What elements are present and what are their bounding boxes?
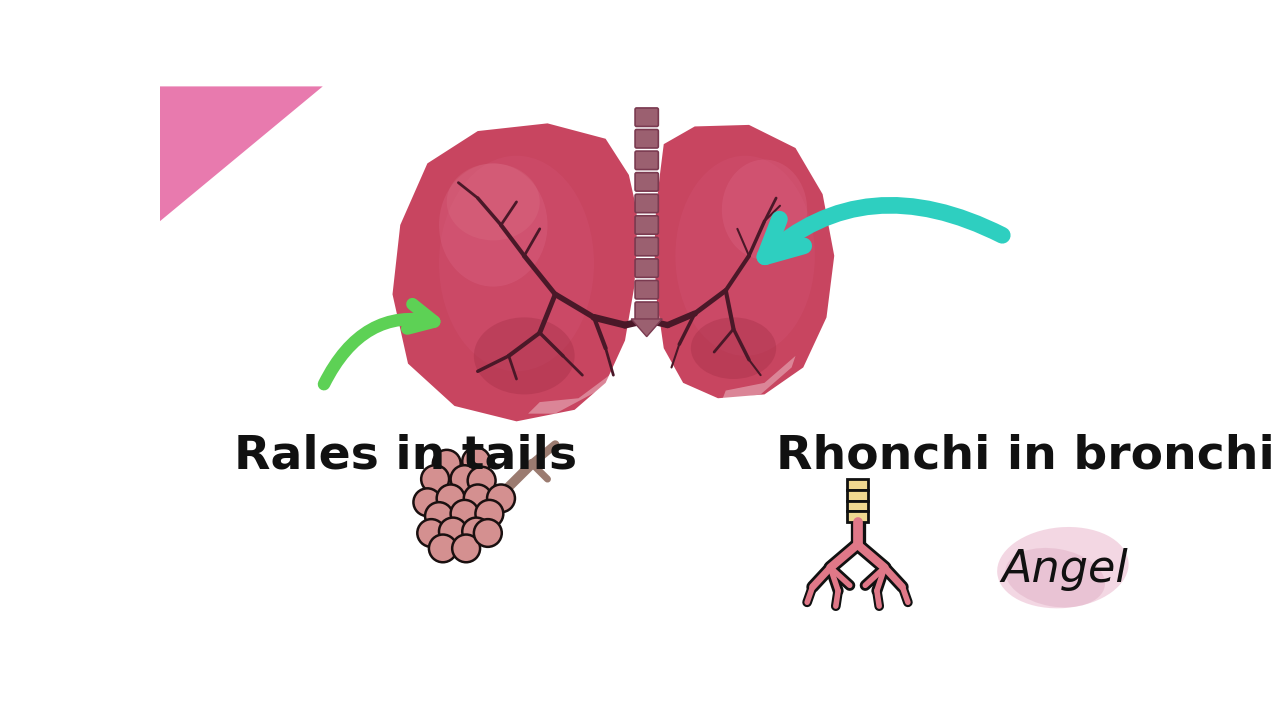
Ellipse shape [439, 156, 594, 372]
Ellipse shape [1005, 548, 1105, 608]
Polygon shape [631, 319, 662, 337]
Circle shape [421, 465, 449, 493]
Circle shape [429, 534, 457, 562]
Circle shape [463, 485, 492, 512]
Ellipse shape [722, 160, 808, 260]
Bar [847, 500, 868, 511]
Circle shape [474, 519, 502, 547]
Bar [847, 490, 868, 500]
Ellipse shape [474, 318, 575, 395]
Circle shape [439, 518, 467, 545]
Circle shape [475, 500, 503, 528]
Circle shape [462, 518, 490, 545]
FancyBboxPatch shape [635, 238, 658, 256]
Bar [847, 511, 868, 522]
Polygon shape [529, 375, 609, 414]
Circle shape [436, 485, 465, 512]
FancyBboxPatch shape [635, 151, 658, 169]
Polygon shape [654, 125, 835, 398]
Ellipse shape [439, 163, 548, 287]
FancyBboxPatch shape [635, 280, 658, 299]
Circle shape [451, 465, 479, 493]
Text: Angel: Angel [1002, 549, 1129, 591]
Polygon shape [160, 86, 323, 221]
Ellipse shape [691, 318, 776, 379]
Circle shape [433, 450, 461, 477]
Ellipse shape [447, 163, 540, 240]
Circle shape [425, 502, 453, 530]
FancyBboxPatch shape [635, 108, 658, 127]
FancyBboxPatch shape [635, 216, 658, 234]
Text: Rales in tails: Rales in tails [234, 433, 577, 479]
Circle shape [488, 485, 515, 512]
Circle shape [467, 467, 495, 495]
Circle shape [452, 534, 480, 562]
FancyBboxPatch shape [635, 194, 658, 212]
Polygon shape [722, 356, 795, 400]
Circle shape [451, 500, 479, 528]
Bar [847, 479, 868, 490]
Ellipse shape [997, 527, 1129, 608]
Circle shape [462, 448, 490, 475]
Circle shape [417, 519, 445, 547]
Ellipse shape [676, 156, 815, 356]
FancyBboxPatch shape [635, 173, 658, 191]
Circle shape [413, 488, 442, 516]
Polygon shape [393, 123, 636, 421]
FancyBboxPatch shape [635, 130, 658, 148]
FancyBboxPatch shape [635, 259, 658, 277]
Text: Rhonchi in bronchi: Rhonchi in bronchi [776, 433, 1275, 479]
FancyBboxPatch shape [635, 302, 658, 320]
